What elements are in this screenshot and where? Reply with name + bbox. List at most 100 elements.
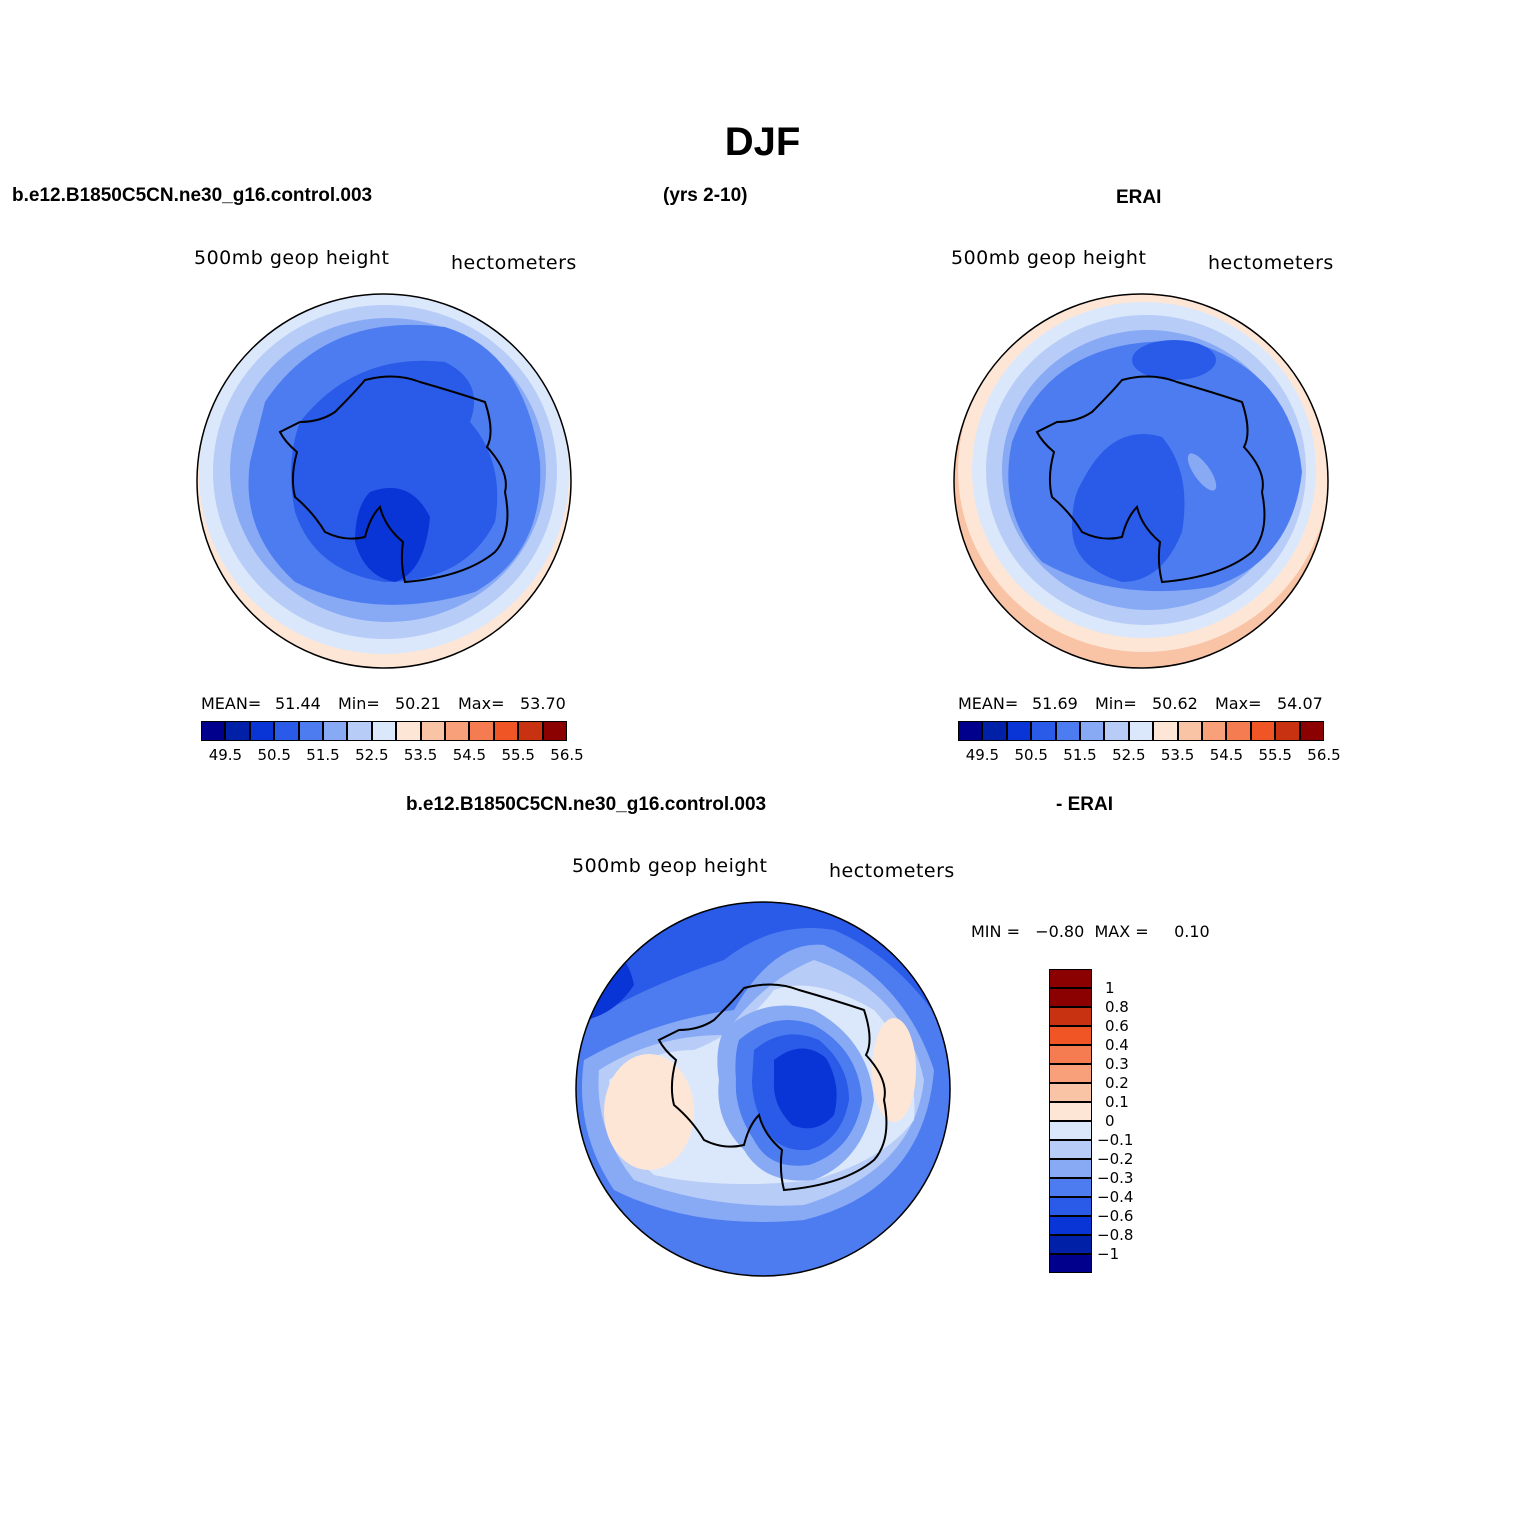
colorbar-swatch	[1049, 1178, 1092, 1197]
colorbar-swatch	[1049, 1026, 1092, 1045]
colorbar-swatch	[1128, 721, 1154, 741]
colorbar-tick-label: 52.5	[1112, 746, 1146, 764]
colorbar-swatch	[1275, 721, 1300, 741]
colorbar-model-ticks: 49.5 50.5 51.5 52.5 53.5 54.5 55.5 56.5	[201, 746, 584, 766]
colorbar-swatch	[493, 721, 519, 741]
colorbar-swatch	[958, 721, 983, 741]
colorbar-swatch	[1049, 1083, 1092, 1102]
colorbar-tick-label: 51.5	[306, 746, 340, 764]
colorbar-swatch	[1153, 721, 1178, 741]
colorbar-swatch	[1080, 721, 1105, 741]
colorbar-swatch	[1177, 721, 1202, 741]
colorbar-tick-label: 50.5	[1014, 746, 1048, 764]
colorbar-tick-label: 0.8	[1105, 998, 1129, 1016]
colorbar-tick-label: 50.5	[257, 746, 291, 764]
colorbar-swatch	[1049, 1159, 1092, 1178]
colorbar-swatch	[201, 721, 226, 741]
colorbar-swatch	[542, 721, 567, 741]
colorbar-swatch	[1049, 988, 1092, 1007]
colorbar-tick-label: −0.4	[1097, 1188, 1134, 1206]
colorbar-swatch	[1006, 721, 1032, 741]
colorbar-swatch	[347, 721, 372, 741]
colorbar-swatch	[1049, 1007, 1092, 1026]
colorbar-tick-label: −0.6	[1097, 1207, 1134, 1225]
colorbar-tick-label: −0.3	[1097, 1169, 1134, 1187]
colorbar-tick-label: 49.5	[208, 746, 243, 764]
colorbar-model	[201, 721, 567, 741]
colorbar-swatch	[1049, 1235, 1092, 1254]
obs-case-name: ERAI	[1116, 187, 1162, 208]
colorbar-tick-label: −0.2	[1097, 1150, 1134, 1168]
min-label: Min=	[1095, 694, 1137, 713]
mean-value: 51.44	[275, 694, 321, 713]
variable-label: 500mb geop height	[194, 247, 390, 269]
colorbar-tick-label: 54.5	[452, 746, 487, 764]
min-value: 50.21	[395, 694, 441, 713]
colorbar-tick-label: 0.4	[1105, 1036, 1129, 1054]
colorbar-swatch	[274, 721, 299, 741]
colorbar-tick-label: 56.5	[1307, 746, 1341, 764]
colorbar-tick-label: 55.5	[501, 746, 535, 764]
max-label: Max=	[458, 694, 505, 713]
units-label: hectometers	[451, 252, 577, 274]
colorbar-obs	[958, 721, 1324, 741]
colorbar-tick-label: −0.8	[1097, 1226, 1134, 1244]
min-label: Min=	[338, 694, 380, 713]
colorbar-swatch	[1049, 1197, 1092, 1216]
diff-case-name: b.e12.B1850C5CN.ne30_g16.control.003	[406, 794, 767, 815]
colorbar-swatch	[1049, 1140, 1092, 1159]
colorbar-swatch	[1049, 1045, 1092, 1064]
colorbar-swatch	[1104, 721, 1129, 741]
colorbar-swatch	[396, 721, 421, 741]
antarctica-coastline	[278, 375, 509, 584]
colorbar-swatch	[1049, 969, 1092, 988]
units-label: hectometers	[1208, 252, 1334, 274]
max-value: 53.70	[520, 694, 566, 713]
colorbar-swatch	[1055, 721, 1080, 741]
colorbar-swatch	[420, 721, 445, 741]
model-case-name: b.e12.B1850C5CN.ne30_g16.control.003	[12, 185, 373, 206]
colorbar-swatch	[1202, 721, 1227, 741]
mean-label: MEAN=	[201, 694, 262, 713]
colorbar-swatch	[518, 721, 543, 741]
colorbar-swatch	[298, 721, 323, 741]
colorbar-swatch	[249, 721, 275, 741]
colorbar-tick-label: 51.5	[1063, 746, 1097, 764]
variable-label: 500mb geop height	[572, 855, 768, 877]
colorbar-swatch	[445, 721, 470, 741]
colorbar-tick-label: −1	[1097, 1245, 1120, 1263]
colorbar-tick-label: 0.6	[1105, 1017, 1129, 1035]
obs-polar-map	[953, 293, 1329, 669]
colorbar-swatch	[1226, 721, 1251, 741]
years-label: (yrs 2-10)	[663, 185, 748, 206]
colorbar-tick-label: 52.5	[355, 746, 389, 764]
colorbar-difference-ticks: 1 0.8 0.6 0.4 0.3 0.2 0.1 0 −0.1 −0.2 −0.3 −0.4 −0.6…	[1097, 969, 1177, 1289]
diff-min-max: MIN = −0.80 MAX = 0.10	[971, 922, 1210, 941]
max-value: 54.07	[1277, 694, 1323, 713]
antarctica-coastline	[1035, 375, 1266, 584]
colorbar-obs-ticks: 49.5 50.5 51.5 52.5 53.5 54.5 55.5 56.5	[958, 746, 1341, 766]
colorbar-swatch	[1299, 721, 1324, 741]
colorbar-swatch	[1049, 1121, 1092, 1140]
colorbar-tick-label: 49.5	[965, 746, 1000, 764]
colorbar-tick-label: 0.2	[1105, 1074, 1129, 1092]
colorbar-tick-label: 1	[1105, 979, 1115, 997]
colorbar-swatch	[1250, 721, 1276, 741]
model-polar-map	[196, 293, 572, 669]
colorbar-tick-label: 53.5	[1160, 746, 1195, 764]
colorbar-swatch	[1031, 721, 1056, 741]
colorbar-tick-label: −0.1	[1097, 1131, 1134, 1149]
colorbar-swatch	[469, 721, 494, 741]
mean-label: MEAN=	[958, 694, 1019, 713]
min-value: 50.62	[1152, 694, 1198, 713]
colorbar-swatch	[1049, 1102, 1092, 1121]
colorbar-swatch	[1049, 1216, 1092, 1235]
colorbar-swatch	[982, 721, 1007, 741]
colorbar-swatch	[1049, 1254, 1092, 1273]
colorbar-tick-label: 54.5	[1209, 746, 1244, 764]
colorbar-swatch	[225, 721, 250, 741]
colorbar-tick-label: 53.5	[403, 746, 438, 764]
page-title: DJF	[724, 120, 801, 164]
colorbar-tick-label: 0.3	[1105, 1055, 1129, 1073]
units-label: hectometers	[829, 860, 955, 882]
